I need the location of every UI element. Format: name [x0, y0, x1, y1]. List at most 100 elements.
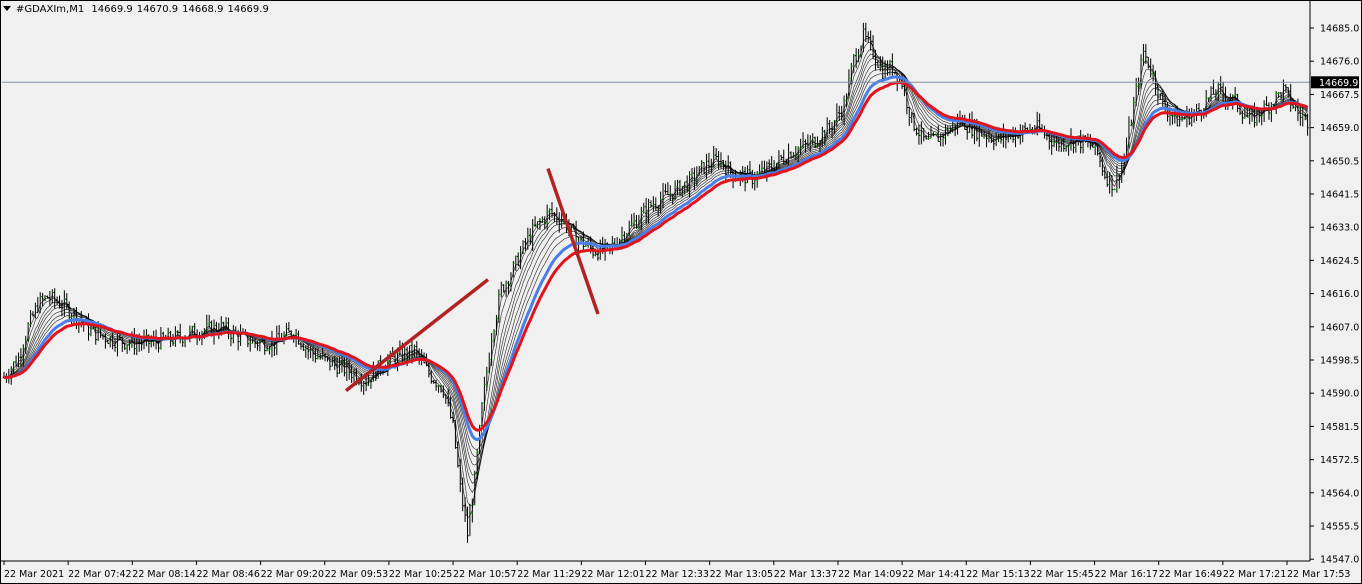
- y-tick-label: 14616.0: [1320, 289, 1359, 300]
- x-tick-label: 22 Mar 09:20: [261, 569, 324, 580]
- price-bar: [652, 196, 655, 212]
- x-tick-label: 22 Mar 10:57: [453, 569, 516, 580]
- price-bar: [1219, 76, 1222, 95]
- price-bar: [46, 295, 49, 299]
- trendlines-layer[interactable]: [344, 167, 600, 392]
- price-bar: [1171, 114, 1174, 125]
- price-bar: [727, 155, 730, 175]
- x-tick-label: 22 Mar 13:37: [774, 569, 837, 580]
- x-tick-label: 22 Mar 17:21: [1223, 569, 1286, 580]
- price-bar: [106, 339, 110, 345]
- ma-line-thin: [3, 37, 1308, 519]
- price-bar: [929, 125, 933, 139]
- price-bar: [502, 283, 505, 293]
- price-bar: [1197, 102, 1201, 112]
- price-bar: [70, 312, 73, 325]
- price-bar: [664, 183, 667, 194]
- price-bar: [632, 212, 636, 229]
- price-bar: [917, 124, 921, 145]
- x-tick-label: 22 Mar 16:49: [1159, 569, 1222, 580]
- dropdown-arrow-icon[interactable]: [3, 6, 11, 11]
- y-tick-label: 14547.0: [1320, 555, 1359, 566]
- high-value: 14670.9: [136, 4, 179, 15]
- x-tick-label: 22 Mar 07:42: [68, 569, 131, 580]
- price-bar: [717, 150, 720, 170]
- plot-area[interactable]: [2, 2, 1310, 561]
- x-tick-label: 22 Mar 17:53: [1287, 569, 1350, 580]
- x-tick-label: 22 Mar 15:45: [1030, 569, 1093, 580]
- price-bar: [852, 54, 855, 74]
- price-bar: [799, 138, 802, 155]
- price-bar: [1113, 188, 1116, 191]
- price-bar: [920, 121, 923, 145]
- price-bar: [867, 31, 870, 43]
- x-tick-label: 22 Mar 08:46: [196, 569, 259, 580]
- price-bar: [444, 394, 447, 404]
- x-tick-label: 22 Mar 16:17: [1095, 569, 1158, 580]
- y-tick-label: 14641.5: [1320, 190, 1359, 201]
- price-bar: [908, 106, 911, 126]
- price-bar: [944, 124, 947, 145]
- price-bar: [804, 139, 807, 153]
- price-bar: [1147, 56, 1150, 69]
- price-bar: [1270, 102, 1273, 123]
- price-bar: [22, 344, 25, 367]
- price-bar: [1115, 165, 1119, 193]
- y-tick-label: 14590.0: [1320, 389, 1359, 400]
- x-tick-label: 22 Mar 14:09: [838, 569, 901, 580]
- price-bar: [514, 255, 517, 271]
- close-value: 14669.9: [227, 4, 269, 15]
- y-tick-label: 14607.0: [1320, 322, 1359, 333]
- moving-averages-layer: [3, 37, 1309, 519]
- y-tick-label: 14667.5: [1320, 90, 1359, 101]
- price-bar: [1142, 44, 1145, 66]
- x-tick-label: 22 Mar 08:14: [132, 569, 195, 580]
- price-bar: [488, 352, 491, 374]
- price-bar: [1243, 107, 1247, 119]
- price-bar: [854, 48, 858, 69]
- y-tick-label: 14685.0: [1320, 24, 1359, 35]
- price-bar: [125, 344, 129, 354]
- y-tick-label: 14624.5: [1320, 256, 1359, 267]
- ma-line-thin: [4, 64, 1308, 466]
- ma-line-red: [4, 80, 1309, 432]
- price-bar: [31, 311, 35, 317]
- x-tick-label: 22 Mar 10:25: [389, 569, 452, 580]
- ma-line-thin: [3, 58, 1308, 476]
- y-tick-label: 14650.5: [1320, 156, 1359, 167]
- x-tick-label: 22 Mar 2021: [4, 569, 64, 580]
- price-bar: [432, 379, 435, 384]
- price-bar: [838, 105, 841, 121]
- chart-header[interactable]: #GDAXIm,M1 14669.9 14670.9 14668.9 14669.9: [3, 4, 273, 16]
- price-bar: [719, 152, 723, 169]
- price-bar: [1265, 96, 1268, 107]
- price-bar: [176, 330, 180, 336]
- price-bar: [649, 200, 653, 208]
- price-bar: [630, 214, 633, 227]
- y-tick-label: 14581.5: [1320, 422, 1359, 433]
- price-bar: [29, 309, 32, 328]
- y-tick-label: 14633.0: [1320, 223, 1359, 234]
- symbol-label: #GDAXIm,M1: [16, 4, 85, 15]
- y-tick-label: 14564.0: [1320, 488, 1359, 499]
- price-bar: [548, 208, 551, 221]
- price-tag-background: [1311, 76, 1359, 89]
- y-tick-label: 14659.0: [1320, 123, 1359, 134]
- ma-line-thin: [3, 41, 1308, 507]
- price-bar: [538, 218, 542, 230]
- price-bar: [642, 202, 645, 213]
- price-bar: [232, 325, 235, 344]
- price-bar: [41, 292, 44, 307]
- current-price-tag: 14669.9: [1311, 76, 1359, 89]
- price-bar: [758, 164, 761, 175]
- price-bar: [915, 127, 918, 136]
- x-tick-label: 22 Mar 13:05: [710, 569, 773, 580]
- y-tick-label: 14676.0: [1320, 57, 1359, 68]
- price-bar: [912, 112, 916, 132]
- price-bar: [1301, 106, 1304, 127]
- x-tick-label: 22 Mar 15:13: [966, 569, 1029, 580]
- price-bar: [1284, 84, 1288, 93]
